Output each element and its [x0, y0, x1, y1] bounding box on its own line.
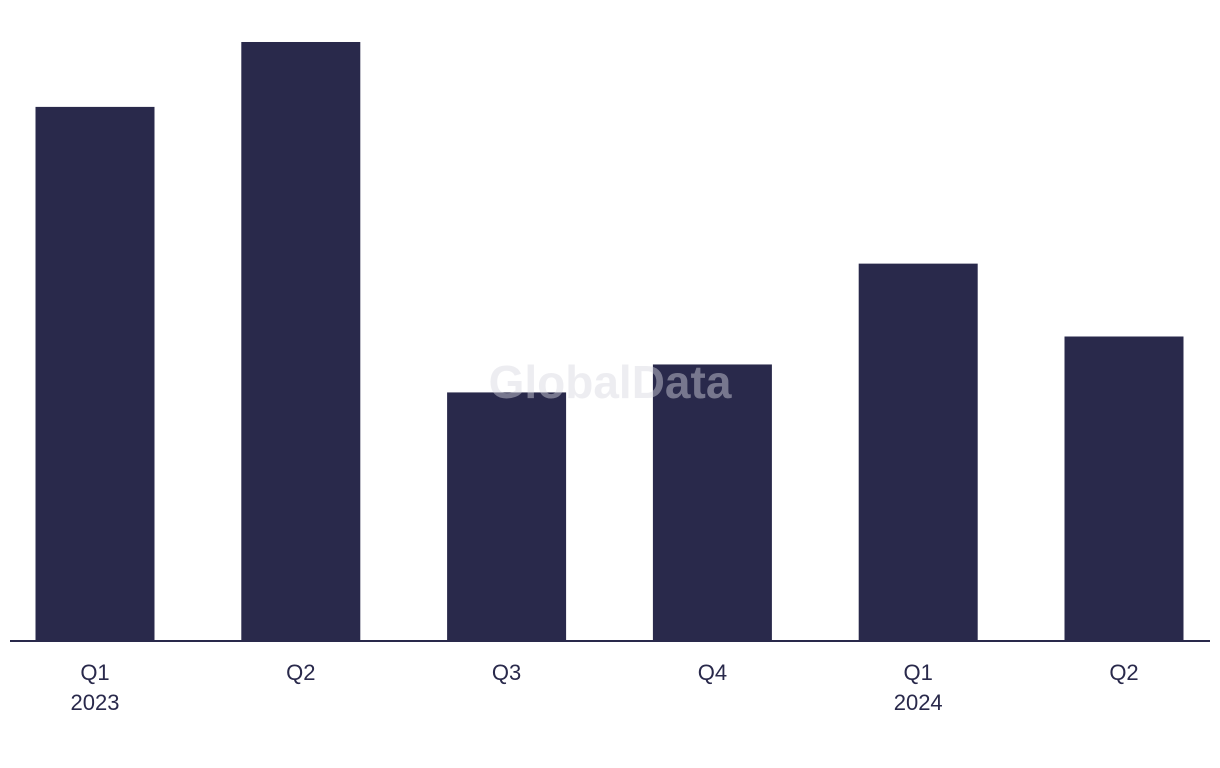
x-tick-label: Q4 [698, 660, 727, 685]
x-year-label: 2023 [71, 690, 120, 715]
bar [858, 263, 978, 640]
bar [447, 392, 567, 640]
x-year-label: 2024 [894, 690, 943, 715]
x-tick-label: Q2 [286, 660, 315, 685]
watermark: GlobalData [489, 356, 732, 408]
bar [241, 41, 361, 640]
bar [35, 106, 155, 640]
x-tick-label: Q2 [1109, 660, 1138, 685]
x-tick-label: Q3 [492, 660, 521, 685]
bar [1064, 336, 1184, 640]
x-tick-label: Q1 [904, 660, 933, 685]
bar [652, 364, 772, 640]
x-tick-label: Q1 [80, 660, 109, 685]
